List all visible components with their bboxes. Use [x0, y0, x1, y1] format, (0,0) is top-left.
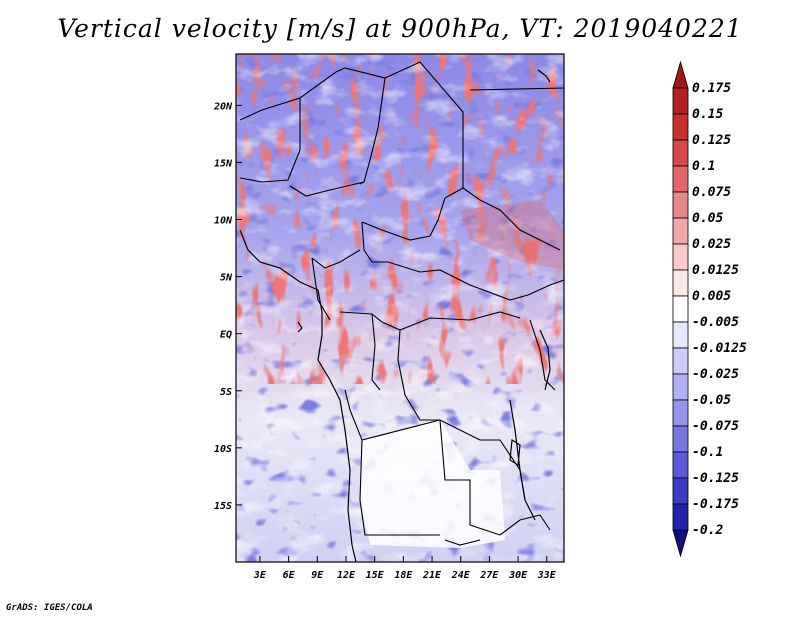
lon-tick-label: 33E	[537, 570, 557, 581]
colorbar-swatch	[672, 60, 689, 89]
lat-tick-label: 20N	[213, 101, 233, 112]
colorbar-swatch	[672, 165, 689, 193]
lon-tick-label: 12E	[337, 570, 356, 581]
lon-tick-label: 18E	[394, 570, 413, 581]
colorbar-swatch	[672, 87, 689, 115]
latitude-axis: 20N 15N 10N 5N EQ 5S 10S 15S	[213, 101, 242, 512]
colorbar-swatch	[672, 425, 689, 453]
colorbar-label: -0.05	[692, 393, 731, 408]
colorbar-swatch	[672, 321, 689, 349]
lat-tick-label: 5S	[220, 387, 232, 398]
country-borders	[239, 61, 564, 546]
colorbar-label: 0.15	[692, 107, 723, 122]
colorbar-label: -0.0125	[692, 341, 747, 356]
colorbar-label: 0.0125	[692, 263, 739, 278]
coastline	[239, 69, 551, 562]
lat-tick-label: 5N	[220, 273, 233, 284]
colorbar-label: -0.075	[692, 419, 739, 434]
colorbar-label: -0.1	[692, 445, 723, 460]
colorbar: 0.175 0.15 0.125 0.1 0.075 0.05 0.025 0.0125 0.0…	[672, 60, 747, 558]
colorbar-swatch	[672, 451, 689, 479]
colorbar-swatch	[672, 373, 689, 401]
velocity-field	[236, 54, 564, 562]
colorbar-swatch	[672, 477, 689, 505]
lon-tick-label: 21E	[422, 570, 442, 581]
chart-title: Vertical velocity [m/s] at 900hPa, VT: 2…	[57, 14, 743, 43]
colorbar-label: 0.025	[692, 237, 731, 252]
lon-tick-label: 27E	[479, 570, 499, 581]
lon-tick-label: 9E	[311, 570, 324, 581]
lon-tick-label: 3E	[253, 570, 267, 581]
colorbar-label: -0.2	[692, 523, 723, 538]
lat-tick-label: 10S	[214, 444, 232, 455]
colorbar-swatch	[672, 399, 689, 427]
colorbar-label: 0.05	[692, 211, 723, 226]
colorbar-swatch	[672, 503, 689, 531]
colorbar-label: 0.125	[692, 133, 731, 148]
colorbar-label: -0.005	[692, 315, 739, 330]
lat-tick-label: 10N	[214, 216, 233, 227]
colorbar-swatch	[672, 139, 689, 167]
colorbar-label: 0.1	[692, 159, 715, 174]
lon-tick-label: 6E	[283, 570, 296, 581]
lat-tick-label: EQ	[220, 330, 232, 341]
lon-tick-label: 24E	[451, 570, 471, 581]
colorbar-swatch	[672, 217, 689, 245]
colorbar-swatch	[672, 529, 689, 558]
colorbar-swatch	[672, 347, 689, 375]
colorbar-swatch	[672, 113, 689, 141]
colorbar-label: 0.175	[692, 81, 731, 96]
colorbar-swatch	[672, 295, 689, 323]
colorbar-label: -0.025	[692, 367, 739, 382]
colorbar-label: -0.175	[692, 497, 739, 512]
lon-tick-label: 30E	[508, 570, 528, 581]
colorbar-swatch	[672, 243, 689, 271]
colorbar-swatch	[672, 191, 689, 219]
credit-text: GrADS: IGES/COLA	[6, 603, 93, 613]
longitude-axis: 3E 6E 9E 12E 15E 18E 21E 24E 27E 30E 33E	[253, 556, 557, 581]
plot-frame	[235, 53, 565, 563]
colorbar-swatch	[672, 269, 689, 297]
colorbar-label: -0.125	[692, 471, 739, 486]
colorbar-label: 0.075	[692, 185, 731, 200]
lat-tick-label: 15S	[214, 501, 232, 512]
lon-tick-label: 15E	[366, 570, 385, 581]
colorbar-label: 0.005	[692, 289, 731, 304]
lat-tick-label: 15N	[214, 158, 233, 169]
